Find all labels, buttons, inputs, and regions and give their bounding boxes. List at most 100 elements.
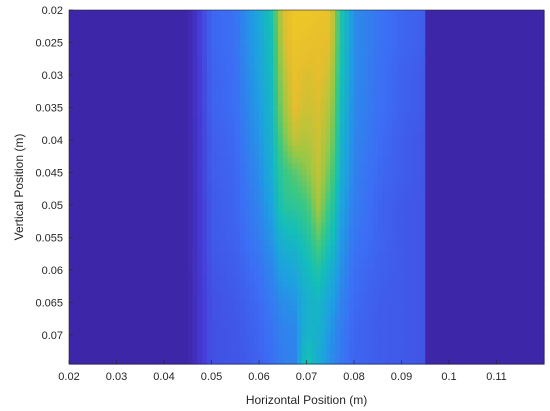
heatmap-cell	[373, 27, 379, 35]
heatmap-cell	[178, 45, 184, 52]
heatmap-cell	[368, 151, 374, 159]
heatmap-cell	[325, 240, 331, 247]
heatmap-cell	[221, 192, 227, 200]
heatmap-cell	[206, 133, 213, 141]
heatmap-cell	[411, 116, 417, 123]
heatmap-cell	[477, 263, 483, 271]
heatmap-cell	[392, 116, 398, 123]
heatmap-cell	[325, 139, 331, 147]
heatmap-cell	[415, 33, 422, 41]
heatmap-cell	[211, 151, 217, 159]
heatmap-cell	[301, 139, 308, 147]
heatmap-cell	[92, 10, 99, 17]
heatmap-cell	[202, 98, 208, 105]
heatmap-cell	[382, 228, 388, 235]
heatmap-cell	[506, 281, 512, 288]
heatmap-cell	[506, 21, 512, 29]
heatmap-cell	[387, 104, 393, 111]
heatmap-cell	[301, 122, 308, 129]
heatmap-cell	[121, 299, 127, 306]
heatmap-cell	[164, 33, 170, 41]
heatmap-cell	[529, 21, 536, 29]
heatmap-cell	[529, 251, 536, 259]
heatmap-cell	[420, 169, 426, 176]
heatmap-cell	[425, 63, 431, 70]
heatmap-cell	[126, 275, 132, 282]
heatmap-cell	[330, 10, 336, 17]
heatmap-cell	[168, 275, 175, 282]
heatmap-cell	[515, 10, 521, 17]
heatmap-cell	[259, 228, 265, 235]
heatmap-cell	[463, 128, 469, 135]
heatmap-cell	[211, 128, 217, 135]
heatmap-cell	[472, 163, 479, 170]
heatmap-cell	[292, 222, 298, 229]
heatmap-cell	[102, 175, 108, 182]
heatmap-cell	[78, 299, 84, 306]
heatmap-cell	[78, 181, 84, 188]
heatmap-cell	[534, 157, 540, 164]
heatmap-cell	[468, 122, 474, 129]
heatmap-cell	[268, 57, 274, 64]
heatmap-cell	[491, 33, 498, 41]
heatmap-cell	[415, 281, 422, 288]
heatmap-cell	[111, 210, 118, 218]
heatmap-cell	[449, 122, 455, 129]
heatmap-cell	[73, 15, 80, 23]
heatmap-cell	[297, 246, 303, 253]
heatmap-cell	[501, 210, 507, 218]
heatmap-cell	[506, 139, 512, 147]
heatmap-cell	[263, 299, 270, 306]
heatmap-cell	[510, 45, 517, 52]
heatmap-cell	[149, 104, 156, 111]
heatmap-cell	[449, 69, 455, 76]
heatmap-cell	[292, 151, 298, 159]
heatmap-cell	[463, 151, 469, 159]
heatmap-cell	[73, 163, 80, 170]
heatmap-cell	[387, 293, 393, 300]
heatmap-cell	[439, 128, 445, 135]
heatmap-cell	[111, 33, 118, 41]
heatmap-cell	[202, 269, 208, 277]
heatmap-cell	[468, 192, 474, 200]
heatmap-cell	[363, 63, 369, 70]
heatmap-cell	[192, 57, 198, 64]
heatmap-cell	[78, 257, 84, 265]
heatmap-cell	[368, 116, 374, 123]
heatmap-cell	[401, 122, 407, 129]
heatmap-cell	[463, 157, 469, 164]
heatmap-cell	[339, 287, 346, 294]
heatmap-cell	[487, 45, 493, 52]
heatmap-cell	[529, 86, 536, 94]
heatmap-cell	[173, 216, 179, 223]
heatmap-cell	[515, 157, 521, 164]
heatmap-cell	[373, 228, 379, 235]
heatmap-cell	[311, 192, 317, 200]
heatmap-cell	[244, 45, 251, 52]
heatmap-cell	[168, 240, 175, 247]
heatmap-cell	[401, 51, 407, 58]
heatmap-cell	[83, 116, 89, 123]
heatmap-cell	[529, 187, 536, 194]
heatmap-cell	[420, 116, 426, 123]
heatmap-cell	[202, 281, 208, 288]
heatmap-cell	[534, 251, 540, 259]
heatmap-cell	[292, 139, 298, 147]
heatmap-cell	[515, 104, 521, 111]
heatmap-cell	[449, 275, 455, 282]
heatmap-cell	[69, 228, 75, 235]
heatmap-cell	[78, 116, 84, 123]
heatmap-cell	[534, 21, 540, 29]
heatmap-cell	[97, 181, 103, 188]
heatmap-cell	[282, 151, 289, 159]
heatmap-cell	[339, 299, 346, 306]
heatmap-cell	[482, 181, 488, 188]
heatmap-cell	[520, 234, 526, 241]
heatmap-cell	[339, 187, 346, 194]
heatmap-cell	[396, 175, 403, 182]
heatmap-cell	[244, 92, 251, 100]
heatmap-cell	[183, 234, 189, 241]
heatmap-cell	[240, 110, 246, 117]
heatmap-cell	[282, 163, 289, 170]
heatmap-cell	[482, 98, 488, 105]
